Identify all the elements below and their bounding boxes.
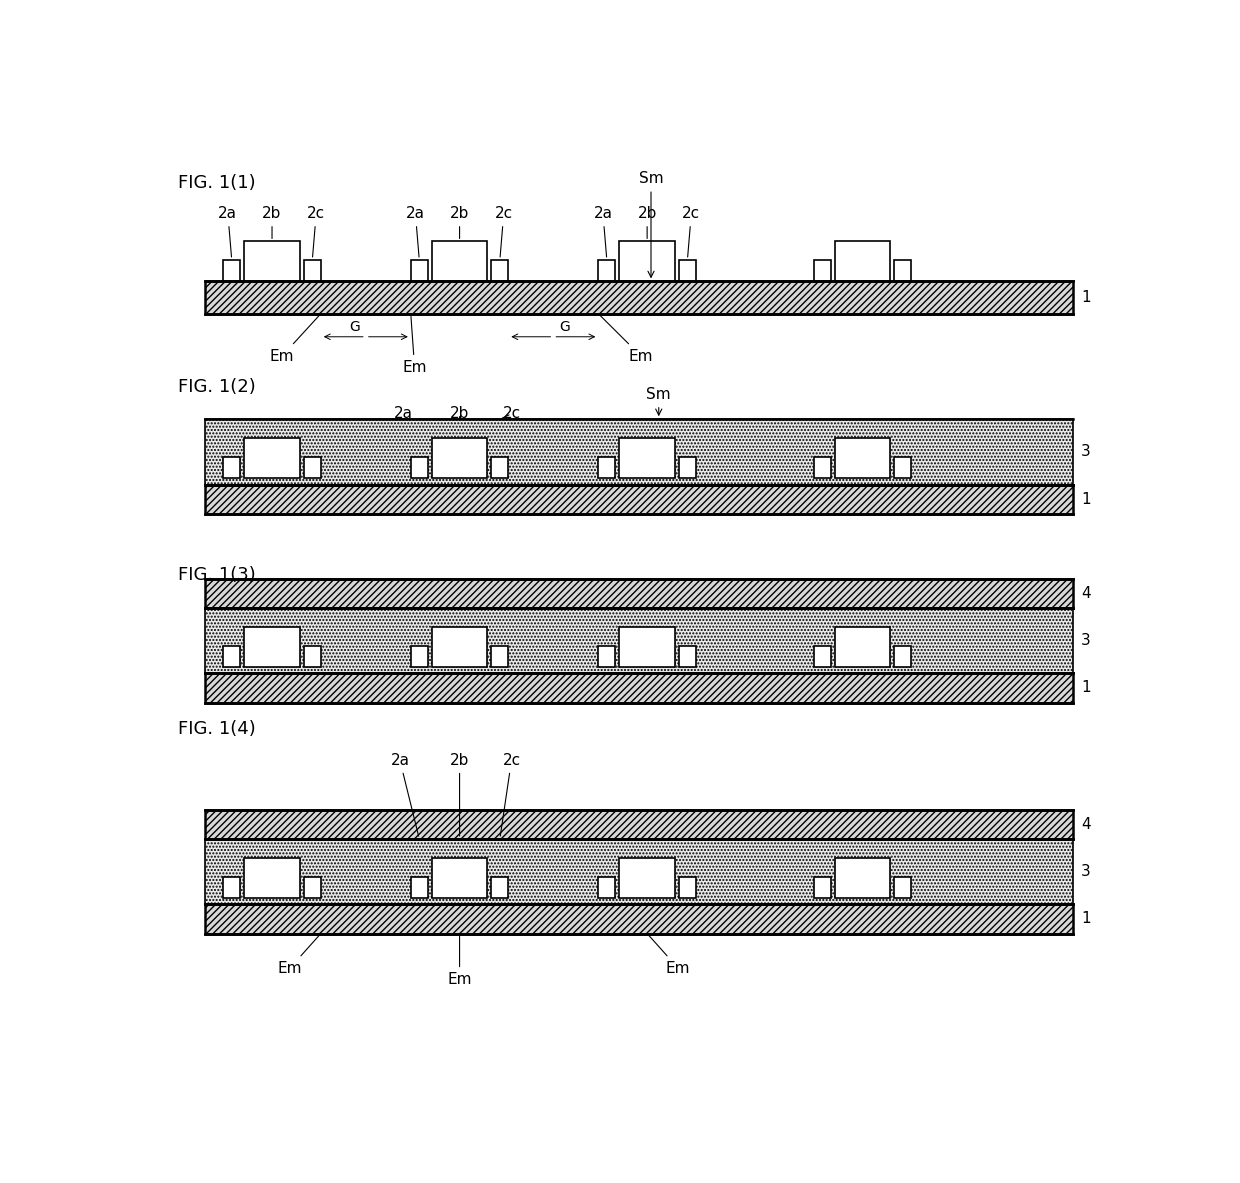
Bar bbox=[244, 241, 300, 282]
Bar bbox=[206, 578, 1074, 608]
Text: 2a: 2a bbox=[394, 406, 419, 421]
Text: 2c: 2c bbox=[502, 406, 521, 421]
Text: FIG. 1(4): FIG. 1(4) bbox=[179, 720, 255, 738]
Text: Em: Em bbox=[600, 316, 653, 363]
Text: 2b: 2b bbox=[450, 406, 469, 421]
Bar bbox=[813, 877, 831, 898]
Bar bbox=[223, 877, 241, 898]
Bar bbox=[410, 646, 428, 667]
Text: 2a: 2a bbox=[405, 206, 425, 257]
Text: 2c: 2c bbox=[495, 206, 513, 257]
Bar bbox=[619, 439, 675, 478]
Bar bbox=[813, 457, 831, 478]
Text: Em: Em bbox=[448, 936, 472, 988]
Bar bbox=[598, 260, 615, 282]
Text: 2b: 2b bbox=[637, 206, 657, 239]
Bar bbox=[244, 439, 300, 478]
Bar bbox=[432, 241, 487, 282]
Bar bbox=[206, 485, 1074, 513]
Text: Em: Em bbox=[278, 936, 319, 976]
Bar bbox=[894, 646, 911, 667]
Text: 1: 1 bbox=[1081, 492, 1091, 506]
Bar bbox=[491, 646, 508, 667]
Bar bbox=[304, 877, 321, 898]
Bar bbox=[223, 457, 241, 478]
Bar bbox=[206, 282, 1074, 313]
Bar bbox=[598, 457, 615, 478]
Bar bbox=[680, 260, 696, 282]
Text: G: G bbox=[559, 319, 570, 334]
Bar bbox=[598, 877, 615, 898]
Bar bbox=[835, 241, 890, 282]
Bar bbox=[304, 457, 321, 478]
Bar bbox=[206, 839, 1074, 904]
Bar bbox=[619, 241, 675, 282]
Text: 4: 4 bbox=[1081, 586, 1091, 601]
Bar bbox=[835, 858, 890, 898]
Text: 2c: 2c bbox=[682, 206, 701, 257]
Text: 3: 3 bbox=[1081, 633, 1091, 648]
Bar bbox=[619, 858, 675, 898]
Text: 1: 1 bbox=[1081, 911, 1091, 926]
Bar bbox=[410, 260, 428, 282]
Bar bbox=[813, 646, 831, 667]
Bar bbox=[598, 646, 615, 667]
Text: Sm: Sm bbox=[646, 387, 671, 415]
Text: FIG. 1(3): FIG. 1(3) bbox=[179, 567, 255, 584]
Bar bbox=[244, 627, 300, 667]
Bar bbox=[410, 457, 428, 478]
Bar bbox=[894, 877, 911, 898]
Text: 2a: 2a bbox=[594, 206, 613, 257]
Text: 2a: 2a bbox=[218, 206, 237, 257]
Bar bbox=[223, 260, 241, 282]
Bar bbox=[432, 627, 487, 667]
Text: 2a: 2a bbox=[391, 752, 419, 836]
Text: Em: Em bbox=[402, 316, 427, 375]
Text: 2b: 2b bbox=[450, 206, 469, 239]
Text: 3: 3 bbox=[1081, 864, 1091, 879]
Bar bbox=[894, 457, 911, 478]
Text: 1: 1 bbox=[1081, 290, 1091, 305]
Bar bbox=[680, 646, 696, 667]
Bar bbox=[491, 260, 508, 282]
Bar bbox=[432, 858, 487, 898]
Bar bbox=[304, 260, 321, 282]
Bar bbox=[432, 439, 487, 478]
Text: G: G bbox=[348, 319, 360, 334]
Text: 2c: 2c bbox=[500, 752, 521, 836]
Bar bbox=[223, 646, 241, 667]
Text: 4: 4 bbox=[1081, 816, 1091, 832]
Text: FIG. 1(2): FIG. 1(2) bbox=[179, 377, 255, 396]
Text: Sm: Sm bbox=[639, 172, 663, 277]
Text: 3: 3 bbox=[1081, 445, 1091, 459]
Text: 1: 1 bbox=[1081, 680, 1091, 696]
Text: 2c: 2c bbox=[308, 206, 325, 257]
Bar bbox=[206, 809, 1074, 839]
Text: 2b: 2b bbox=[450, 752, 469, 836]
Bar bbox=[206, 904, 1074, 933]
Text: 2b: 2b bbox=[263, 206, 281, 239]
Bar bbox=[206, 608, 1074, 673]
Bar bbox=[680, 877, 696, 898]
Bar bbox=[835, 439, 890, 478]
Text: Em: Em bbox=[270, 316, 319, 363]
Bar bbox=[410, 877, 428, 898]
Text: FIG. 1(1): FIG. 1(1) bbox=[179, 174, 255, 192]
Bar bbox=[304, 646, 321, 667]
Bar bbox=[206, 673, 1074, 703]
Bar bbox=[813, 260, 831, 282]
Bar bbox=[835, 627, 890, 667]
Bar bbox=[680, 457, 696, 478]
Bar bbox=[491, 877, 508, 898]
Bar bbox=[244, 858, 300, 898]
Bar bbox=[619, 627, 675, 667]
Bar bbox=[894, 260, 911, 282]
Bar bbox=[491, 457, 508, 478]
Bar bbox=[206, 419, 1074, 485]
Text: Em: Em bbox=[649, 936, 691, 976]
